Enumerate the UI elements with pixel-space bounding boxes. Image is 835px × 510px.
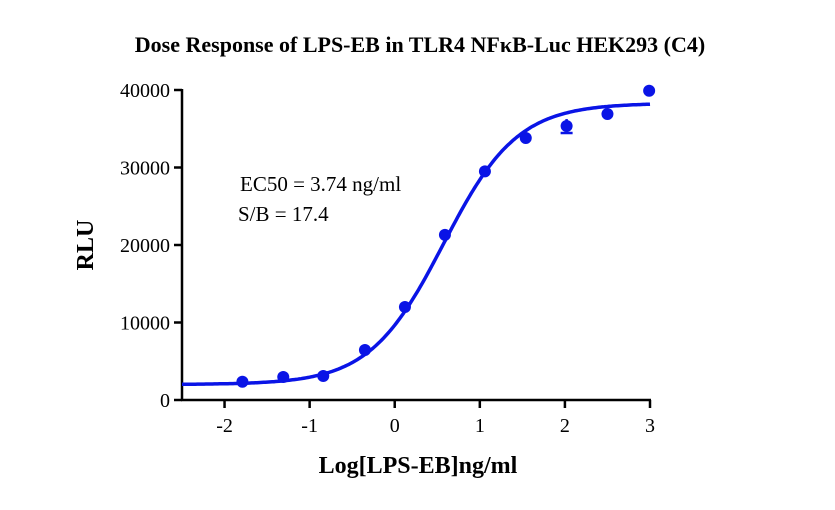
y-tick-label: 0	[160, 390, 170, 412]
x-tick-label: -2	[216, 415, 233, 437]
x-tick-label: 2	[560, 415, 570, 437]
data-point	[358, 344, 371, 357]
x-tick-label: 1	[475, 415, 485, 437]
data-point	[438, 228, 451, 241]
y-tick-label: 10000	[120, 313, 170, 335]
x-tick-label: 0	[390, 415, 400, 437]
data-point	[560, 120, 573, 133]
x-tick-label: 3	[645, 415, 655, 437]
y-axis-label: RLU	[73, 220, 99, 271]
y-tick-label: 30000	[120, 158, 170, 180]
data-point	[643, 84, 656, 97]
data-point	[519, 132, 532, 145]
chart-title: Dose Response of LPS-EB in TLR4 NFκB-Luc…	[135, 32, 705, 57]
ec50-annotation: EC50 = 3.74 ng/ml	[240, 172, 401, 196]
fit-curve	[182, 102, 651, 387]
data-point	[398, 301, 411, 313]
y-tick-label: 40000	[120, 80, 170, 102]
data-point	[601, 108, 614, 121]
x-axis-label: Log[LPS-EB]ng/ml	[319, 453, 518, 479]
data-point	[236, 375, 249, 388]
data-point	[478, 165, 491, 178]
data-point	[277, 370, 290, 383]
sb-annotation: S/B = 17.4	[238, 202, 329, 226]
data-point	[317, 369, 330, 382]
y-tick-label: 20000	[120, 235, 170, 257]
x-tick-label: -1	[301, 415, 318, 437]
